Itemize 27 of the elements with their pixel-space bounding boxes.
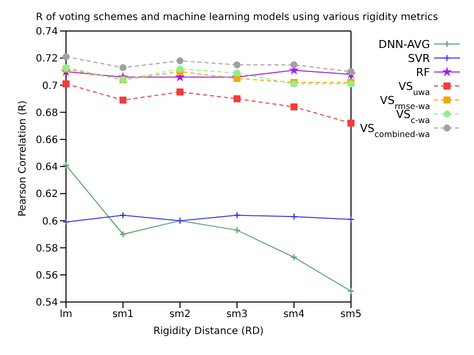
y-tick-label: 0.74 xyxy=(36,26,58,38)
legend-label: SVR xyxy=(408,52,430,65)
y-tick-label: 0.62 xyxy=(36,189,58,200)
x-axis-title: Rigidity Distance (RD) xyxy=(153,326,264,337)
x-tick-label: lm xyxy=(60,309,72,320)
y-tick-label: 0.72 xyxy=(36,54,58,65)
legend-label: RF xyxy=(416,66,430,79)
x-tick-label: sm1 xyxy=(112,309,134,320)
legend-label: VS$_{rmse-wa}$ xyxy=(380,94,430,111)
chart-title: R of voting schemes and machine learning models using various rigidity metrics xyxy=(36,12,438,23)
y-tick-label: 0.66 xyxy=(36,134,58,146)
y-tick-label: 0.58 xyxy=(36,243,58,254)
y-tick-label: 0.56 xyxy=(36,270,58,282)
legend-label: DNN-AVG xyxy=(378,38,430,51)
y-axis-title: Pearson Correlation (R) xyxy=(18,100,29,216)
y-tick-label: 0.7 xyxy=(42,80,58,92)
y-tick-label: 0.6 xyxy=(42,216,58,228)
x-tick-label: sm3 xyxy=(226,309,248,320)
y-tick-label: 0.64 xyxy=(36,162,58,174)
legend-label: VS$_{c-wa}$ xyxy=(396,108,430,125)
x-tick-label: sm2 xyxy=(169,309,191,320)
y-tick-label: 0.54 xyxy=(36,298,58,309)
legend-label: VS$_{uwa}$ xyxy=(398,80,430,97)
x-tick-label: sm4 xyxy=(283,309,305,320)
y-tick-label: 0.68 xyxy=(36,108,58,119)
legend-label: VS$_{combined-wa}$ xyxy=(360,122,430,139)
x-tick-label: sm5 xyxy=(340,309,362,320)
